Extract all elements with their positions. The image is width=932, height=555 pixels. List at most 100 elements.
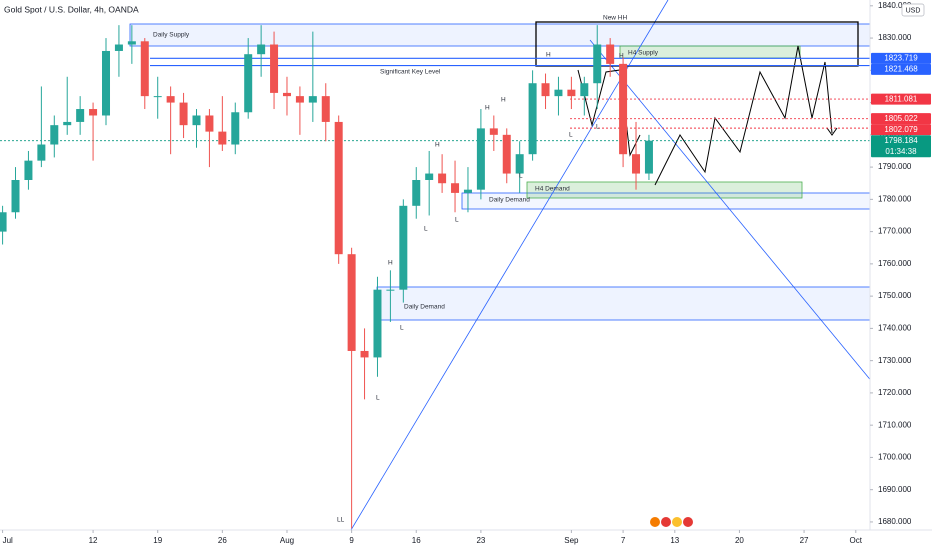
- y-tick-label: 1840.000: [878, 1, 912, 10]
- candle-body: [295, 96, 304, 103]
- candle-body: [386, 289, 395, 291]
- candle-body: [63, 121, 72, 126]
- y-tick-label: 1760.000: [878, 259, 912, 268]
- trend-line: [589, 39, 870, 381]
- annotation: H: [485, 105, 490, 112]
- price-label-box: [871, 93, 931, 105]
- x-tick-label: 13: [670, 536, 679, 545]
- candle-body: [153, 96, 162, 98]
- candle-body: [24, 160, 33, 180]
- daily-supply-zone: [129, 23, 870, 47]
- candle-body: [76, 109, 85, 122]
- event-icon: [661, 517, 671, 527]
- x-tick-label: Sep: [564, 536, 579, 545]
- candle-body: [218, 131, 227, 145]
- annotation: H: [501, 97, 506, 104]
- candle-body: [192, 115, 201, 126]
- annotation: New HH: [603, 15, 628, 22]
- price-label: 1821.468: [884, 65, 918, 74]
- y-tick-label: 1730.000: [878, 356, 912, 365]
- candle-body: [619, 63, 628, 155]
- candle-body: [321, 96, 330, 122]
- candle-body: [554, 89, 563, 97]
- event-icons: [650, 517, 693, 527]
- candle-body: [580, 83, 589, 97]
- y-tick-label: 1690.000: [878, 485, 912, 494]
- event-icon: [683, 517, 693, 527]
- annotation: Daily Supply: [153, 32, 190, 39]
- annotation: Daily Demand: [404, 304, 445, 311]
- annotation: H: [546, 52, 551, 59]
- annotation: H: [619, 53, 624, 60]
- candle-body: [593, 44, 602, 84]
- annotation: L: [400, 325, 404, 332]
- currency-box: [901, 3, 925, 17]
- event-icon: [650, 517, 660, 527]
- annotations: Daily Supply Significant Key Level New H…: [153, 15, 659, 524]
- x-tick-label: 19: [153, 536, 162, 545]
- x-tick-label: 16: [412, 536, 421, 545]
- candle-body: [451, 183, 460, 193]
- candle-body: [489, 128, 498, 135]
- candle-body: [37, 144, 46, 161]
- price-label-box: [871, 52, 931, 64]
- candle-body: [11, 180, 20, 213]
- price-label-box: [871, 113, 931, 125]
- candle-body: [360, 350, 369, 358]
- y-tick-label: 1680.000: [878, 517, 912, 526]
- candle-body: [179, 102, 188, 126]
- annotation: H: [388, 260, 393, 267]
- annotation: L: [455, 217, 459, 224]
- candle-body: [270, 44, 279, 93]
- x-tick-label: Jul: [3, 536, 13, 545]
- daily-demand-zone: [376, 286, 870, 321]
- price-label-box: [871, 135, 931, 158]
- projection: [577, 69, 641, 157]
- x-tick-label: 9: [349, 536, 354, 545]
- annotation: L: [569, 132, 573, 139]
- annotation: H4 Demand: [535, 186, 570, 193]
- candle-body: [528, 83, 537, 155]
- price-label-box: [871, 124, 931, 136]
- y-tick-label: 1790.000: [878, 162, 912, 171]
- candle-body: [541, 83, 550, 97]
- candle-body: [114, 44, 123, 51]
- candle-body: [244, 54, 253, 113]
- price-label: 1802.079: [884, 125, 918, 134]
- price-label: 1798.184: [884, 136, 918, 145]
- price-label: 1805.022: [884, 114, 918, 123]
- price-label: 1811.081: [885, 95, 918, 104]
- candle-body: [205, 115, 214, 132]
- candle-body: [644, 140, 653, 174]
- candle-body: [231, 112, 240, 145]
- candle-body: [412, 180, 421, 206]
- candles: [0, 25, 653, 529]
- annotation: L: [424, 226, 428, 233]
- candle-body: [632, 154, 641, 174]
- candle-body: [308, 96, 317, 103]
- candle-body: [399, 205, 408, 290]
- y-tick-label: 1700.000: [878, 453, 912, 462]
- y-tick-label: 1830.000: [878, 33, 912, 42]
- x-tick-label: 23: [476, 536, 485, 545]
- arrow-head: [826, 127, 838, 136]
- y-tick-label: 1710.000: [878, 420, 912, 429]
- currency: USD: [906, 7, 921, 14]
- y-tick-label: 1720.000: [878, 388, 912, 397]
- x-tick-label: 12: [89, 536, 98, 545]
- h4-demand-zone: [526, 181, 803, 199]
- candle-body: [334, 121, 343, 255]
- candle-body: [567, 89, 576, 97]
- candle-body: [50, 125, 59, 145]
- drawings: [0, 0, 870, 530]
- y-tick-label: 1780.000: [878, 194, 912, 203]
- event-icon: [672, 517, 682, 527]
- price-label-box: [871, 63, 931, 75]
- countdown: 01:34:38: [885, 147, 917, 156]
- annotation: LL: [337, 517, 345, 524]
- y-tick-label: 1750.000: [878, 291, 912, 300]
- candle-body: [102, 50, 111, 116]
- candle-body: [606, 44, 615, 64]
- y-tick-label: 1740.000: [878, 323, 912, 332]
